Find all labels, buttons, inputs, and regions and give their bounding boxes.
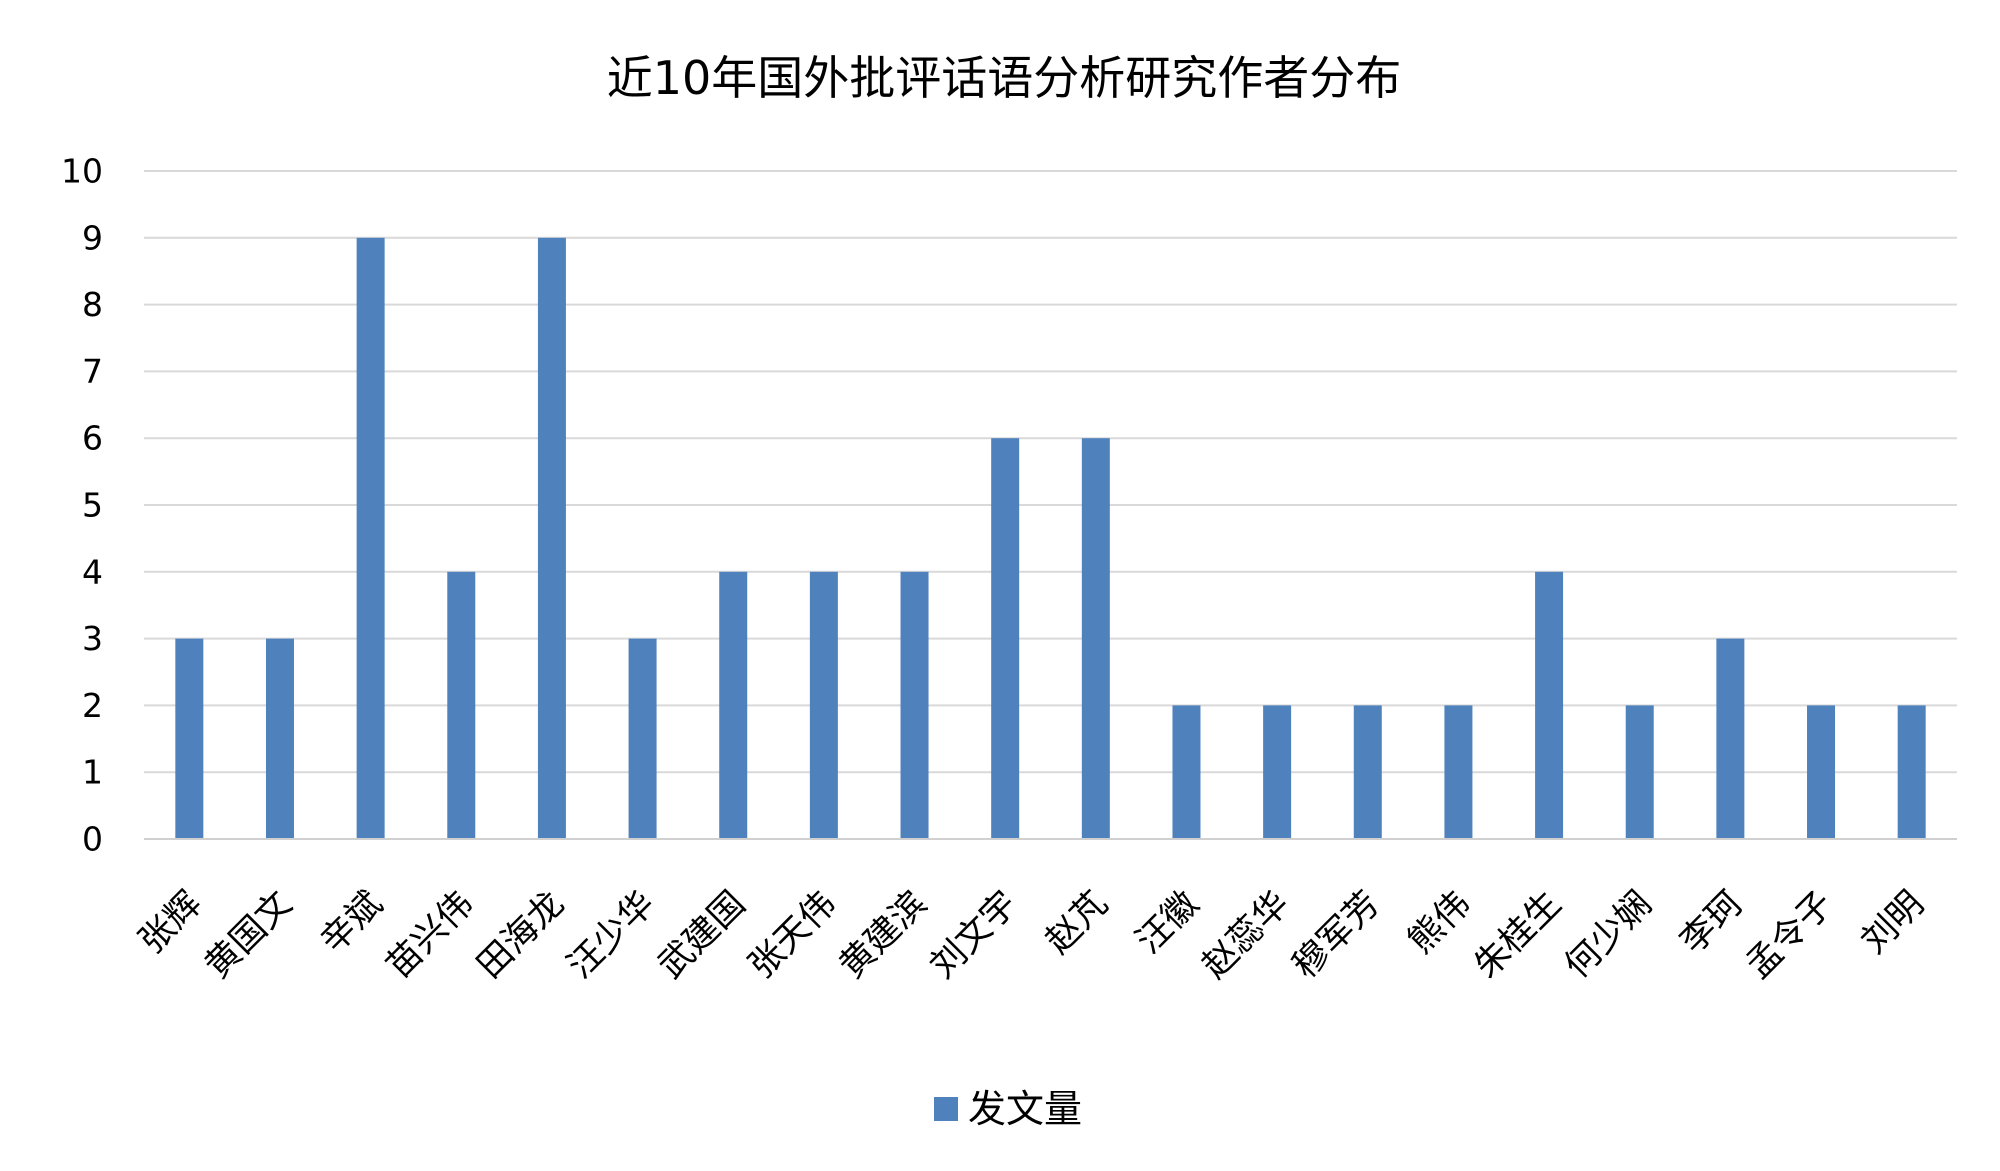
x-tick-label: 张天伟	[741, 884, 844, 987]
x-tick-label: 辛斌	[313, 884, 391, 962]
legend-swatch	[934, 1097, 958, 1121]
y-tick-label: 2	[82, 686, 103, 725]
y-tick-label: 1	[82, 753, 103, 792]
bar	[1444, 705, 1473, 839]
bar	[719, 571, 748, 839]
bars	[175, 237, 1926, 840]
bar	[809, 571, 838, 839]
bar	[175, 638, 204, 839]
x-tick-label: 汪徽	[1129, 884, 1207, 962]
x-tick-label: 赵芃	[1038, 884, 1116, 962]
y-tick-label: 0	[82, 820, 103, 859]
legend-label: 发文量	[968, 1087, 1082, 1131]
bar	[537, 237, 566, 840]
bar	[1716, 638, 1745, 839]
y-tick-label: 4	[82, 552, 103, 591]
bar	[1172, 705, 1201, 839]
bar	[628, 638, 657, 839]
x-tick-label: 朱桂生	[1467, 884, 1570, 987]
x-tick-label: 田海龙	[470, 884, 573, 987]
x-tick-label: 刘明	[1854, 884, 1932, 962]
gridlines	[144, 170, 1957, 774]
bar	[1353, 705, 1382, 839]
chart-title: 近10年国外批评话语分析研究作者分布	[607, 51, 1402, 105]
bar	[1897, 705, 1926, 839]
x-tick-label: 孟令子	[1739, 884, 1842, 987]
bar	[1625, 705, 1654, 839]
bar	[1535, 571, 1564, 839]
x-tick-label: 黄国文	[198, 884, 301, 987]
bar	[447, 571, 476, 839]
x-tick-label: 武建国	[651, 884, 754, 987]
bar	[356, 237, 385, 840]
y-tick-label: 7	[82, 352, 103, 391]
bar	[991, 438, 1020, 839]
x-tick-label: 刘文宇	[923, 884, 1026, 987]
legend: 发文量	[934, 1087, 1082, 1131]
y-tick-label: 10	[61, 152, 103, 191]
x-tick-label: 汪少华	[560, 884, 663, 987]
y-tick-label: 8	[82, 285, 103, 324]
x-tick-label: 李珂	[1673, 884, 1751, 962]
y-tick-label: 9	[82, 218, 103, 257]
x-tick-label: 黄建滨	[832, 884, 935, 987]
x-tick-label: 苗兴伟	[379, 884, 482, 987]
bar	[1807, 705, 1836, 839]
x-tick-label: 熊伟	[1401, 884, 1479, 962]
bar	[1263, 705, 1292, 839]
bar	[1081, 438, 1110, 839]
y-axis-tick-labels: 0 1 2 3 4 5 6 7 8 9 10	[61, 152, 103, 859]
y-tick-label: 5	[82, 486, 103, 525]
x-tick-label: 赵蕊华	[1195, 884, 1298, 987]
x-tick-label: 穆军芳	[1285, 884, 1388, 987]
x-tick-label: 张辉	[132, 884, 210, 962]
x-tick-label: 何少娴	[1557, 884, 1660, 987]
bar	[265, 638, 294, 839]
bar	[900, 571, 929, 839]
y-tick-label: 3	[82, 619, 103, 658]
y-tick-label: 6	[82, 419, 103, 458]
